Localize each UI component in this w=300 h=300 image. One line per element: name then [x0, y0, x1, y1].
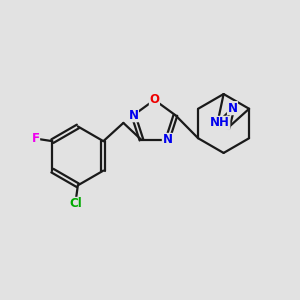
Text: F: F [32, 132, 40, 145]
Text: NH: NH [210, 116, 230, 129]
Text: O: O [149, 93, 159, 106]
Text: N: N [227, 102, 238, 115]
Text: Cl: Cl [69, 197, 82, 210]
Text: N: N [162, 134, 172, 146]
Text: N: N [128, 109, 138, 122]
